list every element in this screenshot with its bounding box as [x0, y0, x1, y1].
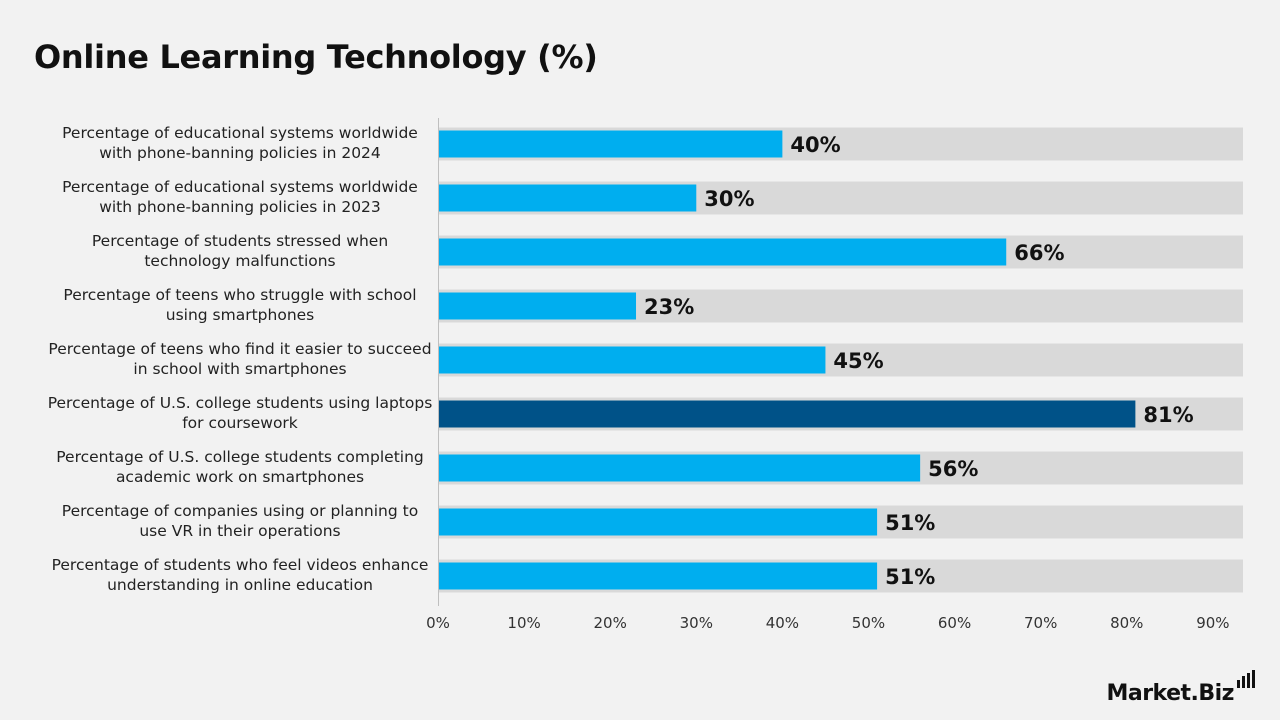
x-tick-label: 70%	[1024, 614, 1057, 632]
bar	[438, 346, 826, 374]
bar	[438, 562, 878, 590]
x-tick-label: 80%	[1110, 614, 1143, 632]
category-label: Percentage of educational systems worldw…	[62, 124, 418, 142]
category-label: Percentage of U.S. college students usin…	[48, 394, 433, 412]
data-label: 23%	[644, 295, 694, 319]
category-label: use VR in their operations	[139, 522, 340, 540]
data-label: 66%	[1014, 241, 1064, 265]
bar	[438, 508, 878, 536]
bar	[438, 130, 783, 158]
category-label: in school with smartphones	[133, 360, 346, 378]
x-tick-label: 10%	[507, 614, 540, 632]
bar-chart-icon	[1237, 670, 1255, 688]
data-label: 40%	[790, 133, 840, 157]
category-label: understanding in online education	[107, 576, 373, 594]
category-label: Percentage of students stressed when	[92, 232, 388, 250]
chart-title: Online Learning Technology (%)	[34, 38, 598, 76]
x-tick-label: 60%	[938, 614, 971, 632]
category-label: using smartphones	[166, 306, 315, 324]
category-label: Percentage of companies using or plannin…	[62, 502, 418, 520]
category-label: Percentage of teens who struggle with sc…	[63, 286, 416, 304]
data-label: 51%	[885, 565, 935, 589]
category-label: Percentage of teens who find it easier t…	[48, 340, 431, 358]
x-tick-label: 30%	[680, 614, 713, 632]
bar	[438, 454, 921, 482]
data-label: 51%	[885, 511, 935, 535]
data-label: 81%	[1143, 403, 1193, 427]
category-label: Percentage of U.S. college students comp…	[56, 448, 424, 466]
category-label: Percentage of educational systems worldw…	[62, 178, 418, 196]
brand-logo-text: Market.Biz	[1106, 681, 1234, 706]
brand-logo: Market.Biz	[1106, 670, 1256, 706]
data-label: 45%	[833, 349, 883, 373]
x-tick-label: 0%	[426, 614, 450, 632]
bar	[438, 292, 637, 320]
x-tick-label: 90%	[1196, 614, 1229, 632]
bar	[438, 400, 1136, 428]
bar	[438, 238, 1007, 266]
data-label: 30%	[704, 187, 754, 211]
category-label: Percentage of students who feel videos e…	[52, 556, 429, 574]
bar	[438, 184, 697, 212]
category-label: technology malfunctions	[144, 252, 335, 270]
x-tick-label: 40%	[766, 614, 799, 632]
x-tick-label: 20%	[594, 614, 627, 632]
category-label: with phone-banning policies in 2023	[99, 198, 381, 216]
x-tick-label: 50%	[852, 614, 885, 632]
data-label: 56%	[928, 457, 978, 481]
category-label: for coursework	[182, 414, 298, 432]
category-label: with phone-banning policies in 2024	[99, 144, 381, 162]
category-label: academic work on smartphones	[116, 468, 364, 486]
